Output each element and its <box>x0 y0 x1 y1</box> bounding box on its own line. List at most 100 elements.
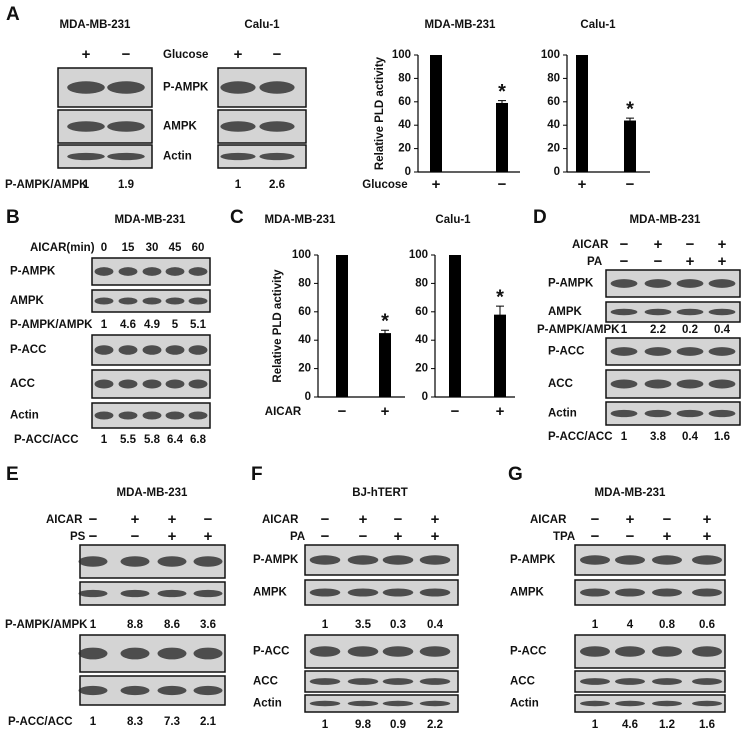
band <box>94 267 114 276</box>
ratio-value: 2.2 <box>427 719 443 731</box>
band <box>615 678 645 685</box>
band <box>309 700 341 707</box>
band <box>347 555 379 565</box>
condition-value: 0 <box>101 242 107 254</box>
blot-strip <box>605 301 741 323</box>
y-axis-label: Relative PLD activity <box>374 56 386 170</box>
ratio-value: 9.8 <box>355 719 372 731</box>
condition-label: PS <box>70 531 86 543</box>
band <box>193 647 223 660</box>
chart-title: Calu-1 <box>580 19 616 31</box>
x-axis-label: AICAR <box>265 406 302 418</box>
band <box>580 700 610 707</box>
band <box>193 685 223 696</box>
y-tick-label: 80 <box>398 72 411 84</box>
ratio-label: P-ACC/ACC <box>14 434 79 446</box>
condition-value: 45 <box>169 242 182 254</box>
ratio-value: 5.1 <box>190 319 207 331</box>
row-label: AMPK <box>548 306 583 318</box>
band <box>580 646 610 657</box>
ratio-value: 1 <box>592 719 599 731</box>
condition-label: AICAR(min) <box>30 242 95 254</box>
y-tick-label: 100 <box>292 249 311 261</box>
band <box>165 411 185 420</box>
band <box>94 345 114 355</box>
band <box>580 588 610 597</box>
blot-title: MDA-MB-231 <box>60 19 132 31</box>
ratio-value: 0.6 <box>699 619 715 631</box>
bar <box>430 55 442 172</box>
x-tick-label: + <box>432 176 441 193</box>
band <box>676 347 704 356</box>
error-bar <box>498 100 506 106</box>
band <box>120 685 150 696</box>
band <box>382 588 414 597</box>
significance: * <box>626 98 634 120</box>
ratio-value: 6.4 <box>167 434 184 446</box>
condition-value: + <box>718 253 727 270</box>
band <box>107 121 145 132</box>
band <box>610 279 638 288</box>
ratio-value: 5.8 <box>144 434 161 446</box>
y-tick-label: 0 <box>422 391 428 403</box>
row-label: P-AMPK <box>510 554 556 566</box>
y-tick-label: 0 <box>405 166 411 178</box>
band <box>142 297 162 305</box>
row-label: ACC <box>548 378 573 390</box>
band <box>118 297 138 305</box>
band <box>165 267 185 276</box>
band <box>142 411 162 420</box>
significance: * <box>381 311 389 333</box>
bar <box>449 255 461 397</box>
ratio-value: 7.3 <box>164 716 180 728</box>
band <box>188 297 208 305</box>
ratio-value: 0.8 <box>659 619 676 631</box>
condition-value: − <box>620 236 629 253</box>
condition-label: AICAR <box>262 514 299 526</box>
panel-letter: F <box>251 464 263 485</box>
band <box>67 152 105 161</box>
band <box>142 379 162 389</box>
band <box>193 556 223 567</box>
y-tick-label: 20 <box>298 363 311 375</box>
band <box>220 152 256 161</box>
chart-title: MDA-MB-231 <box>425 19 497 31</box>
y-tick-label: 40 <box>415 334 428 346</box>
band <box>692 646 722 657</box>
band <box>644 409 672 418</box>
band <box>188 345 208 355</box>
band <box>220 121 256 132</box>
condition-label: AICAR <box>530 514 567 526</box>
condition-value: − <box>89 528 98 545</box>
panel-letter: D <box>533 207 547 228</box>
band <box>309 678 341 685</box>
band <box>382 646 414 657</box>
y-tick-label: 100 <box>409 249 428 261</box>
band <box>692 700 722 707</box>
band <box>644 308 672 316</box>
condition-value: + <box>394 528 403 545</box>
band <box>580 678 610 685</box>
condition-value: + <box>234 46 243 63</box>
blot-title: MDA-MB-231 <box>595 487 667 499</box>
y-tick-label: 80 <box>298 277 311 289</box>
condition-value: − <box>321 528 330 545</box>
ratio-value: 0.4 <box>427 619 444 631</box>
condition-value: − <box>131 528 140 545</box>
condition-value: + <box>431 511 440 528</box>
band <box>94 379 114 389</box>
y-tick-label: 80 <box>547 72 560 84</box>
ratio-value: 1 <box>83 179 90 191</box>
ratio-label: P-AMPK/AMPK <box>5 619 88 631</box>
ratio-label: P-AMPK/AMPK <box>537 324 620 336</box>
band <box>692 555 722 565</box>
condition-value: + <box>703 511 712 528</box>
y-tick-label: 0 <box>554 166 560 178</box>
y-axis-label: Relative PLD activity <box>272 269 284 383</box>
band <box>347 588 379 597</box>
y-tick-label: 60 <box>547 96 560 108</box>
y-tick-label: 20 <box>547 143 560 155</box>
ratio-value: 4.9 <box>144 319 160 331</box>
band <box>259 81 295 94</box>
ratio-value: 1.9 <box>118 179 134 191</box>
